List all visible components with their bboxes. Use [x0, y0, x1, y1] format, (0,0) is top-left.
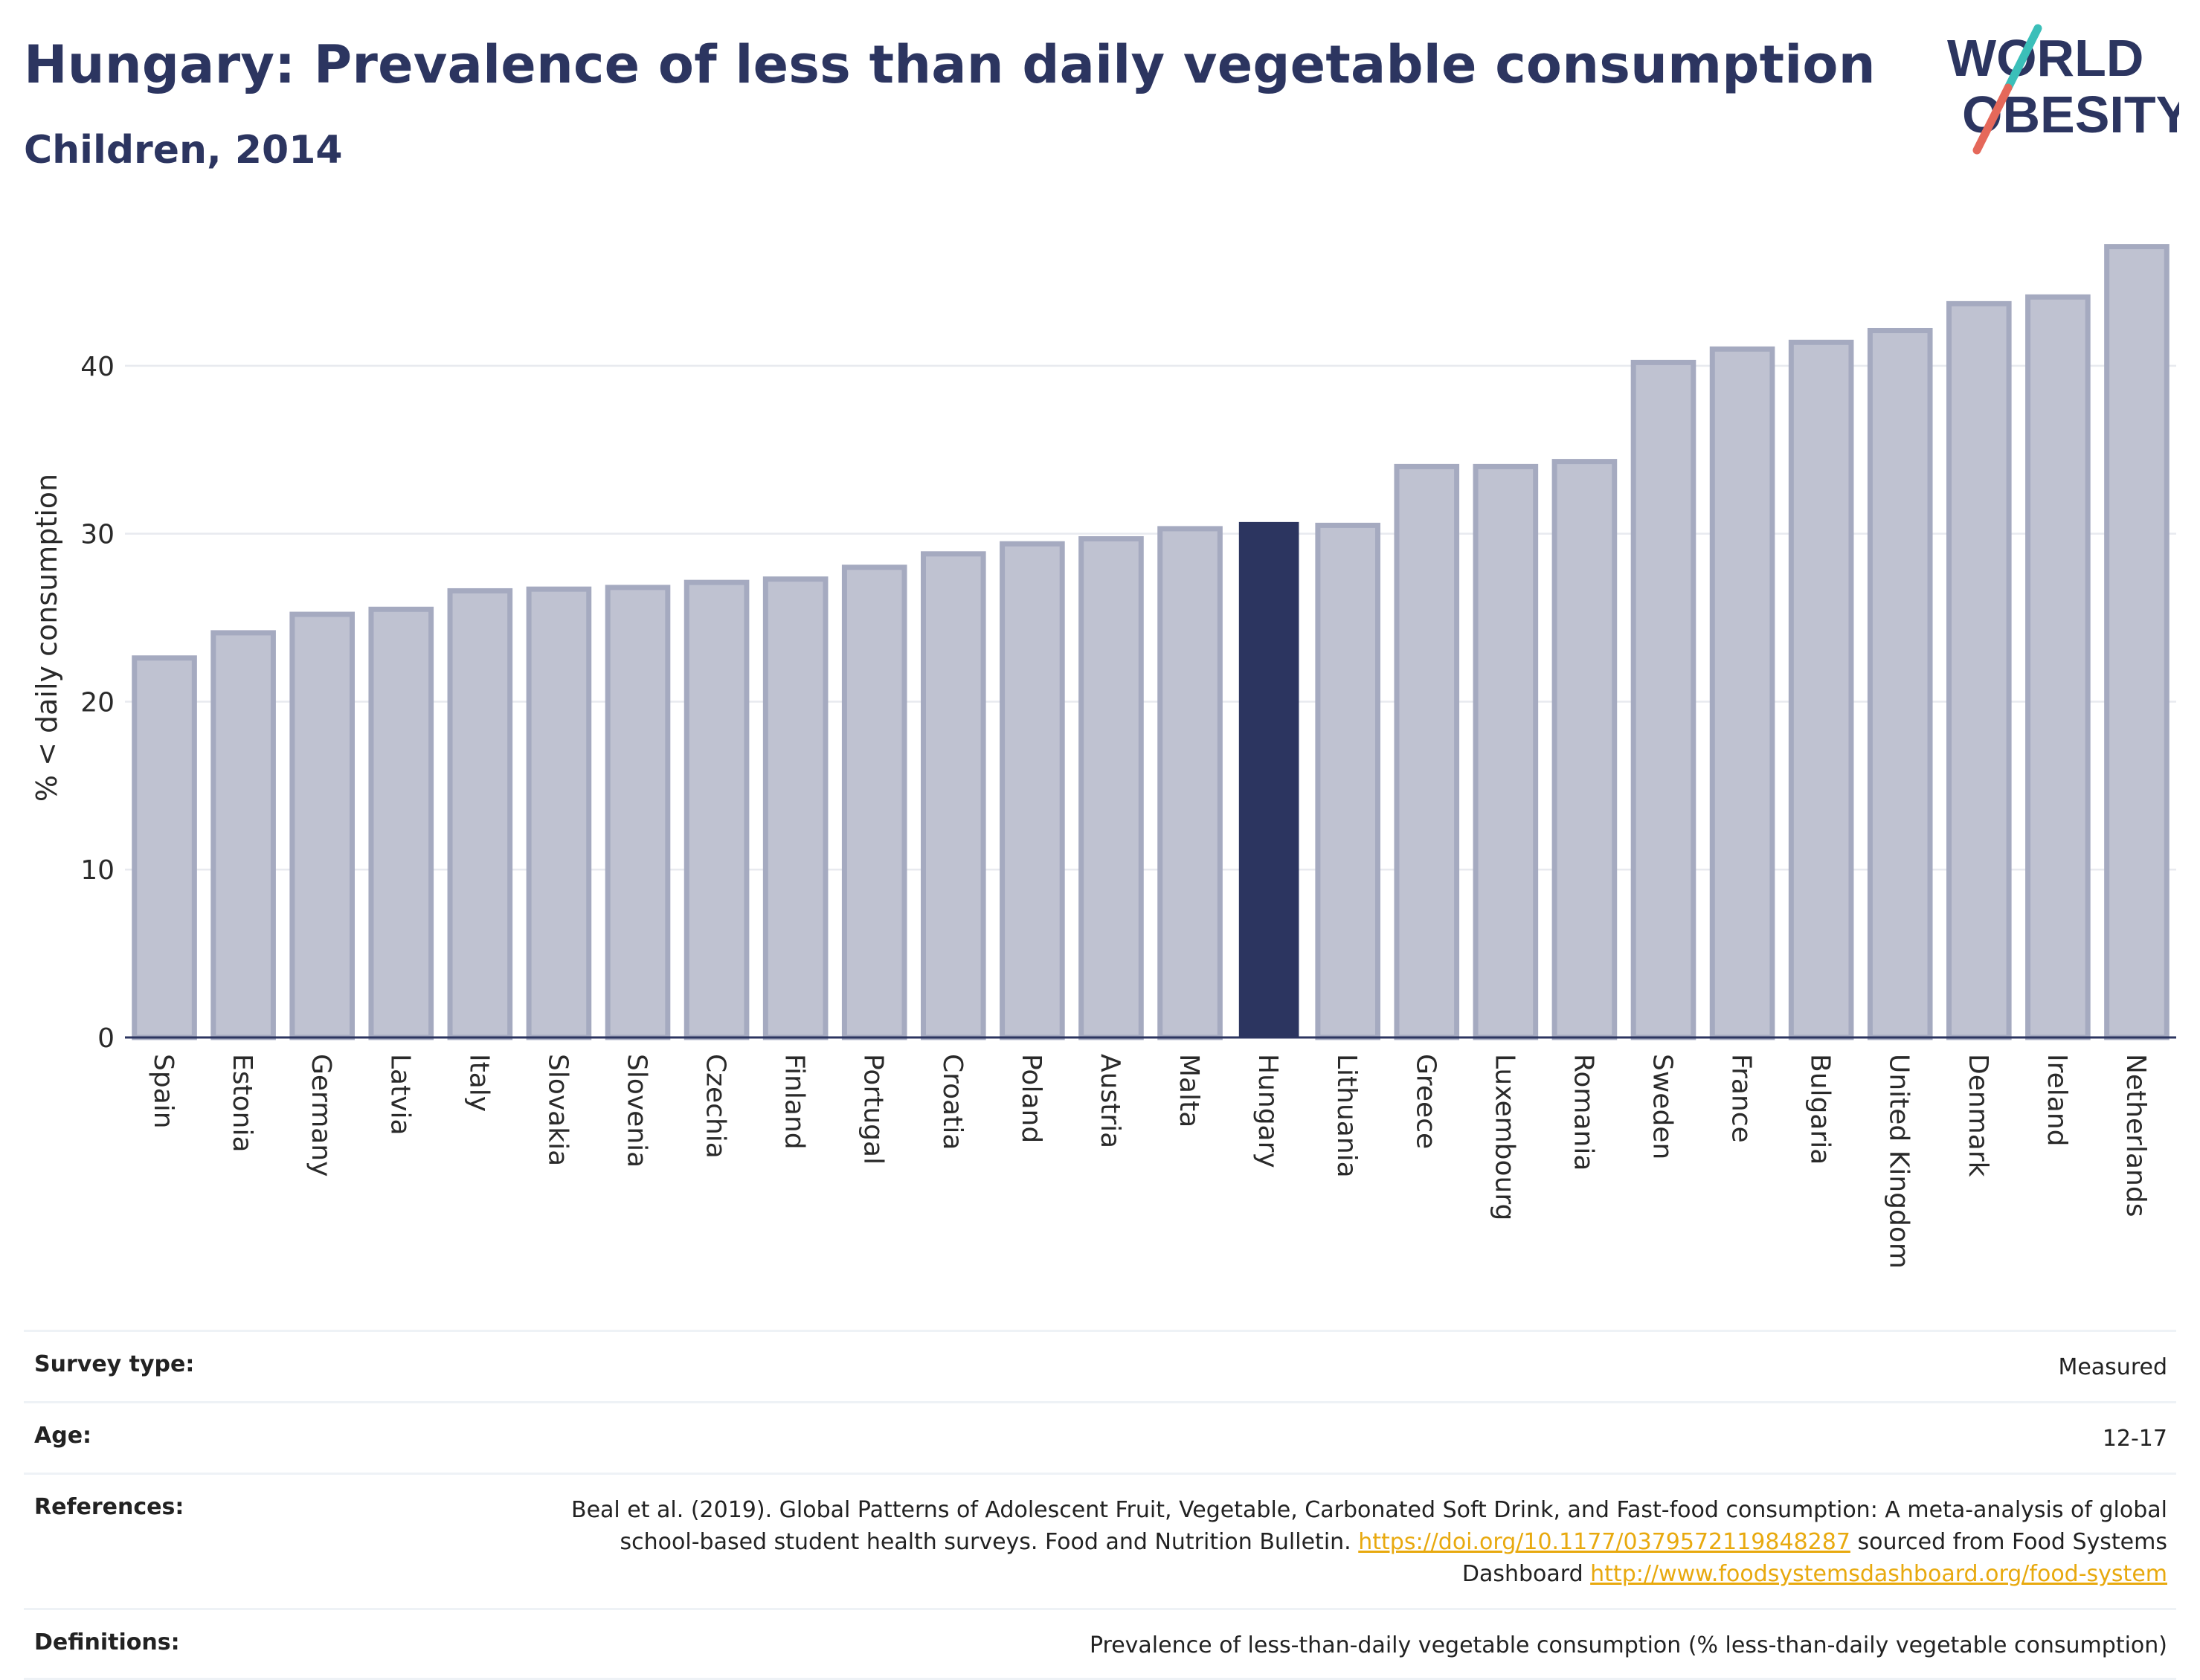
references-row: References: Beal et al. (2019). Global P… — [24, 1475, 2176, 1610]
bar-lithuania — [1315, 522, 1381, 1040]
survey-type-value: Measured — [2058, 1354, 2167, 1380]
y-axis-title: % < daily consumption — [30, 474, 63, 802]
chart-subtitle: Children, 2014 — [24, 128, 343, 173]
x-tick-label: Austria — [1095, 1054, 1125, 1148]
y-tick-label: 0 — [97, 1023, 115, 1054]
x-tick-label: Latvia — [385, 1054, 415, 1136]
age-row: Age: 12-17 — [24, 1403, 2176, 1475]
logo-text-world: WORLD — [1947, 29, 2143, 87]
bar-romania — [1551, 459, 1618, 1040]
bar-chart: 0 10 20 30 40 % < daily consumption Spain Eston… — [30, 244, 2176, 1269]
definitions-row: Definitions: Prevalence of less-than-dai… — [24, 1610, 2176, 1680]
definitions-value: Prevalence of less-than-daily vegetable … — [1089, 1632, 2167, 1658]
bar-poland — [1000, 541, 1065, 1040]
logo-slash-top — [2004, 24, 2042, 92]
x-tick-label: Greece — [1410, 1054, 1441, 1149]
references-text-2: sourced from Food Systems Dashboard — [1461, 1529, 2167, 1587]
x-tick-label: Portugal — [858, 1054, 889, 1165]
x-tick-label: Bulgaria — [1805, 1054, 1836, 1165]
bar-bulgaria — [1788, 339, 1854, 1040]
metadata-table: Survey type: Measured Age: 12-17 Referen… — [24, 1330, 2176, 1680]
bar-finland — [762, 576, 829, 1040]
world-obesity-logo: WORLD OBESITY — [1947, 24, 2179, 155]
bar-france — [1709, 346, 1775, 1040]
x-tick-label: Denmark — [1963, 1054, 1993, 1177]
bar-latvia — [368, 606, 434, 1040]
survey-type-row: Survey type: Measured — [24, 1332, 2176, 1403]
x-tick-label: Germany — [306, 1054, 336, 1177]
x-tick-label: Spain — [148, 1054, 178, 1129]
x-tick-label: Luxembourg — [1489, 1054, 1519, 1220]
bar-spain — [132, 655, 197, 1040]
x-tick-label: France — [1726, 1054, 1757, 1143]
bar-austria — [1078, 535, 1144, 1040]
references-text-1: Beal et al. (2019). Global Patterns of A… — [570, 1497, 2167, 1555]
y-tick-label: 20 — [80, 687, 115, 718]
x-tick-label: Slovakia — [542, 1054, 573, 1166]
bar-sweden — [1630, 359, 1696, 1040]
x-tick-label: Italy — [463, 1054, 494, 1112]
bar-estonia — [210, 630, 276, 1040]
bar-croatia — [920, 551, 986, 1040]
bar-slovakia — [526, 586, 592, 1040]
x-tick-label: Ireland — [2042, 1054, 2072, 1147]
x-tick-label: Lithuania — [1331, 1054, 1362, 1178]
x-tick-label: United Kingdom — [1884, 1054, 1914, 1269]
bar-united-kingdom — [1867, 327, 1933, 1040]
y-tick-label: 40 — [80, 352, 115, 382]
x-tick-label: Croatia — [937, 1054, 968, 1150]
x-tick-label: Finland — [779, 1054, 810, 1150]
x-tick-label: Netherlands — [2120, 1054, 2151, 1217]
bar-denmark — [1946, 300, 2012, 1040]
bar-greece — [1394, 463, 1460, 1040]
y-tick-label: 10 — [80, 855, 115, 886]
x-tick-label: Estonia — [227, 1054, 257, 1153]
logo-slash-bottom — [1972, 83, 2013, 155]
bar-portugal — [841, 564, 907, 1040]
bar-czechia — [684, 579, 750, 1040]
food-systems-link[interactable]: http://www.foodsystemsdashboard.org/food… — [1590, 1561, 2167, 1587]
bar-germany — [289, 611, 356, 1040]
age-label: Age: — [34, 1423, 92, 1449]
x-tick-label: Czechia — [701, 1054, 731, 1159]
bar-malta — [1157, 526, 1223, 1040]
x-tick-label: Romania — [1568, 1054, 1598, 1171]
x-tick-label: Poland — [1016, 1054, 1046, 1143]
x-tick-label: Hungary — [1252, 1054, 1283, 1168]
bar-ireland — [2025, 294, 2091, 1040]
x-tick-label: Sweden — [1647, 1054, 1678, 1159]
x-tick-label: Slovenia — [622, 1054, 652, 1168]
bar-netherlands — [2104, 244, 2170, 1040]
doi-link[interactable]: https://doi.org/10.1177/0379572119848287 — [1358, 1529, 1850, 1555]
bar-italy — [447, 588, 513, 1040]
bar-luxembourg — [1473, 463, 1539, 1040]
bar-slovenia — [605, 585, 671, 1040]
references-value: Beal et al. (2019). Global Patterns of A… — [561, 1494, 2167, 1590]
y-tick-label: 30 — [80, 520, 115, 550]
bar-hungary — [1238, 521, 1299, 1037]
definitions-label: Definitions: — [34, 1629, 180, 1655]
references-label: References: — [34, 1494, 184, 1520]
survey-type-label: Survey type: — [34, 1351, 195, 1377]
x-tick-label: Malta — [1174, 1054, 1204, 1127]
chart-title: Hungary: Prevalence of less than daily v… — [24, 34, 1876, 95]
age-value: 12-17 — [2102, 1426, 2167, 1452]
